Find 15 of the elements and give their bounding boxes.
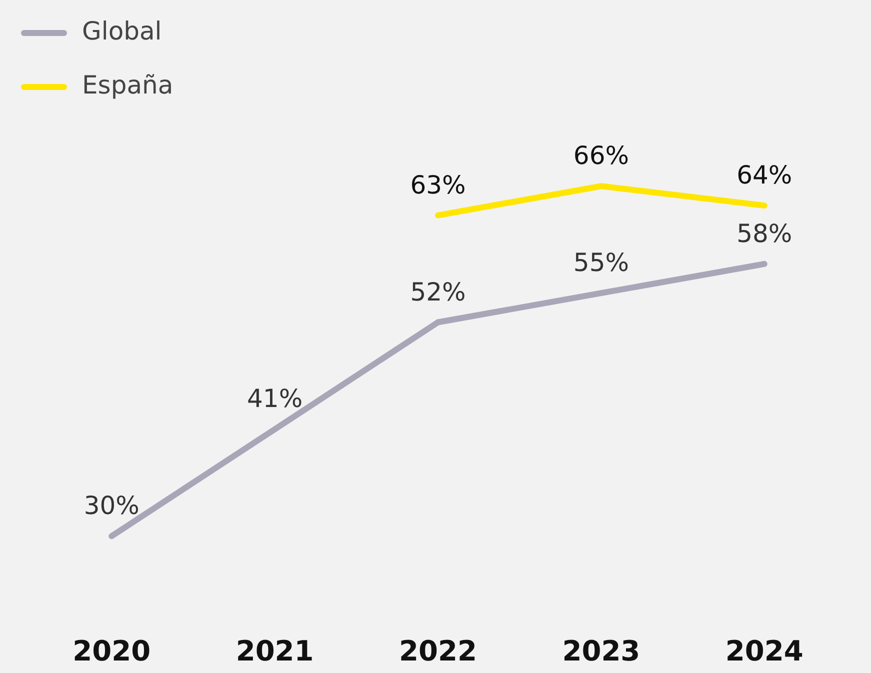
data-label: 52%: [410, 277, 466, 306]
x-tick-label: 2022: [399, 634, 477, 668]
data-label: 58%: [736, 218, 792, 248]
x-tick-label: 2020: [72, 634, 151, 668]
data-label: 63%: [410, 170, 466, 200]
x-tick-label: 2023: [562, 634, 640, 668]
data-label: 64%: [736, 160, 792, 190]
legend-label: España: [82, 70, 174, 100]
data-label: 55%: [573, 248, 629, 278]
data-label: 41%: [247, 384, 303, 414]
x-tick-label: 2024: [725, 634, 804, 668]
legend-label: Global: [82, 16, 162, 46]
x-tick-label: 2021: [236, 634, 314, 668]
data-label: 30%: [84, 491, 140, 520]
data-label: 66%: [573, 141, 629, 170]
